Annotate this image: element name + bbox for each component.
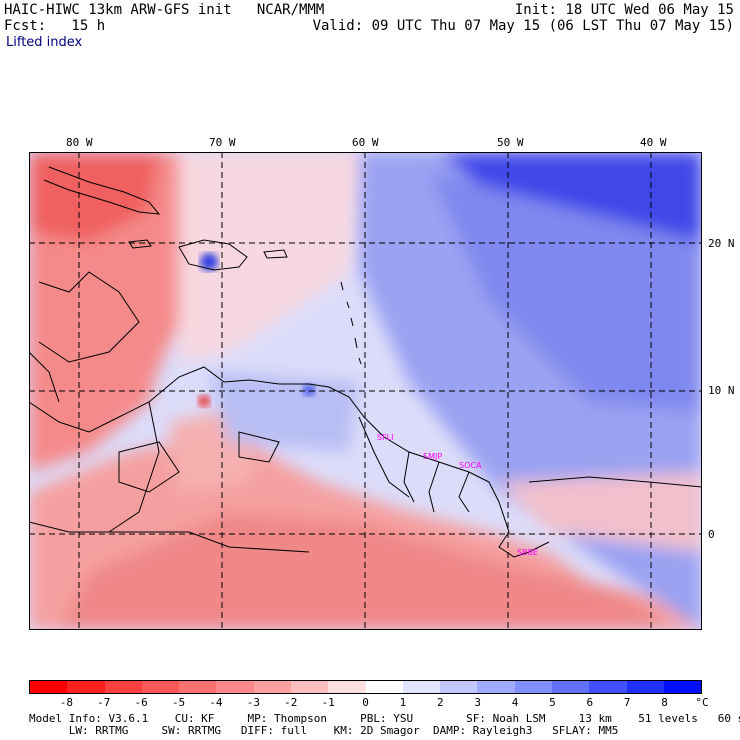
lon-tick-70w: 70 W xyxy=(209,136,236,149)
valid-time: Valid: 09 UTC Thu 07 May 15 (06 LST Thu … xyxy=(312,18,734,34)
lon-tick-80w: 80 W xyxy=(66,136,93,149)
map-frame xyxy=(29,152,702,630)
model-info-line1: Model Info: V3.6.1 CU: KF MP: Thompson P… xyxy=(29,712,740,725)
colorbar-swatch xyxy=(253,681,291,693)
forecast-hour: Fcst: 15 h xyxy=(4,18,106,34)
colorbar-label: -4 xyxy=(209,696,223,709)
colorbar-swatch xyxy=(589,681,627,693)
colorbar-swatch xyxy=(402,681,441,693)
unstable-spot xyxy=(198,395,210,407)
lifted-index-map: SFLI SMJP SOCA SBBE xyxy=(29,152,702,630)
colorbar-label: 3 xyxy=(474,696,481,709)
field-name: Lifted index xyxy=(6,35,83,50)
lat-tick-0: 0 xyxy=(708,528,715,541)
lon-tick-40w: 40 W xyxy=(640,136,667,149)
init-time: Init: 18 UTC Wed 06 May 15 xyxy=(514,2,734,18)
colorbar-label: 1 xyxy=(399,696,407,709)
colorbar-swatch xyxy=(216,681,254,693)
lat-tick-10n: 10 N xyxy=(708,384,735,397)
site-soca: SOCA xyxy=(459,461,482,470)
colorbar-swatch xyxy=(179,681,217,693)
colorbar xyxy=(29,680,702,694)
graticule xyxy=(29,152,702,630)
colorbar-label: 6 xyxy=(586,696,594,709)
model-title: HAIC-HIWC 13km ARW-GFS init NCAR/MMM xyxy=(4,2,325,18)
colorbar-swatch xyxy=(663,681,702,693)
colorbar-label: 8 xyxy=(661,696,668,709)
colorbar-label: -1 xyxy=(321,696,335,709)
lon-tick-60w: 60 W xyxy=(352,136,379,149)
colorbar-swatch xyxy=(141,681,180,693)
colorbar-swatch xyxy=(514,681,552,693)
colorbar-swatch xyxy=(440,681,478,693)
colorbar-label: 2 xyxy=(436,696,444,709)
site-sbbe: SBBE xyxy=(517,548,538,557)
lat-tick-20n: 20 N xyxy=(708,237,735,250)
colorbar-swatch xyxy=(104,681,142,693)
model-info-line2: LW: RRTMG SW: RRTMG DIFF: full KM: 2D Sm… xyxy=(29,724,619,737)
colorbar-swatch xyxy=(477,681,515,693)
colorbar-swatch xyxy=(626,681,664,693)
site-smjp: SMJP xyxy=(423,452,442,461)
colorbar-label: -7 xyxy=(97,696,111,709)
colorbar-label: 4 xyxy=(511,696,519,709)
stable-core xyxy=(200,253,218,271)
colorbar-label: 0 xyxy=(362,696,369,709)
coastlines xyxy=(29,166,702,558)
colorbar-swatch xyxy=(365,681,403,693)
colorbar-swatch xyxy=(290,681,329,693)
colorbar-swatch xyxy=(30,681,68,693)
colorbar-label: -5 xyxy=(171,696,186,709)
site-sfli: SFLI xyxy=(377,433,394,442)
colorbar-label: 7 xyxy=(623,696,631,709)
colorbar-label: -2 xyxy=(284,696,298,709)
colorbar-label: -3 xyxy=(246,696,260,709)
colorbar-label: 5 xyxy=(549,696,556,709)
colorbar-unit: °C xyxy=(695,696,709,709)
colorbar-label: -8 xyxy=(59,696,73,709)
colorbar-label: -6 xyxy=(134,696,148,709)
colorbar-swatch xyxy=(328,681,366,693)
colorbar-swatch xyxy=(67,681,105,693)
lon-tick-50w: 50 W xyxy=(497,136,524,149)
colorbar-swatch xyxy=(551,681,590,693)
stable-spot xyxy=(303,384,315,396)
